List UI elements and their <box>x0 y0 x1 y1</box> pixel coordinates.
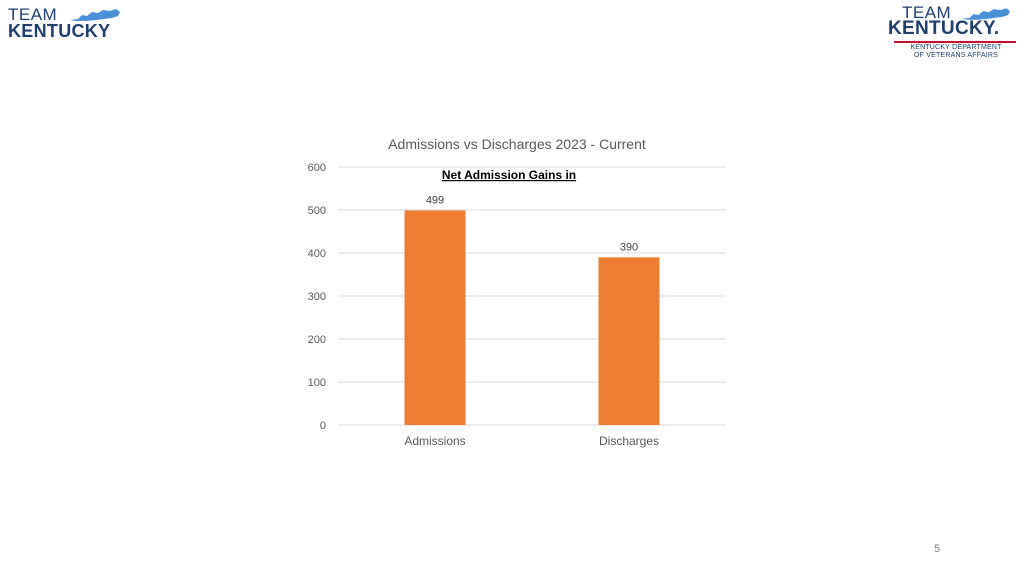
data-label: 390 <box>620 241 638 253</box>
chart-annotation: Net Admission Gains in <box>442 168 576 182</box>
y-tick-label: 500 <box>308 205 326 217</box>
logo-kentucky-text: KENTUCKY <box>8 21 111 41</box>
y-tick-label: 200 <box>308 334 326 346</box>
logo-dept-line2: OF VETERANS AFFAIRS <box>914 52 998 59</box>
bar-discharges <box>598 257 660 425</box>
logo-dept-line1: KENTUCKY DEPARTMENT <box>910 44 1002 51</box>
bar-admissions <box>404 210 466 425</box>
y-tick-label: 400 <box>308 248 326 260</box>
x-category-label: Admissions <box>404 434 465 448</box>
logo-kentucky-text: KENTUCKY. <box>888 18 1000 39</box>
team-kentucky-veterans-logo: TEAM KENTUCKY. KENTUCKY DEPARTMENT OF VE… <box>888 4 1018 60</box>
team-kentucky-logo: TEAM KENTUCKY <box>8 6 124 40</box>
kentucky-state-icon <box>961 8 1011 20</box>
y-tick-label: 300 <box>308 291 326 303</box>
y-tick-label: 100 <box>308 377 326 389</box>
page-number: 5 <box>934 543 941 555</box>
data-label: 499 <box>426 194 444 206</box>
logo-team-text: TEAM <box>902 3 952 22</box>
y-tick-label: 0 <box>320 420 326 432</box>
y-tick-label: 600 <box>308 162 326 174</box>
chart-title: Admissions vs Discharges 2023 - Current <box>388 136 646 152</box>
x-category-label: Discharges <box>599 434 659 448</box>
kentucky-state-icon <box>70 9 120 21</box>
logo-team-text: TEAM <box>8 5 58 24</box>
logo-divider <box>894 41 1016 43</box>
